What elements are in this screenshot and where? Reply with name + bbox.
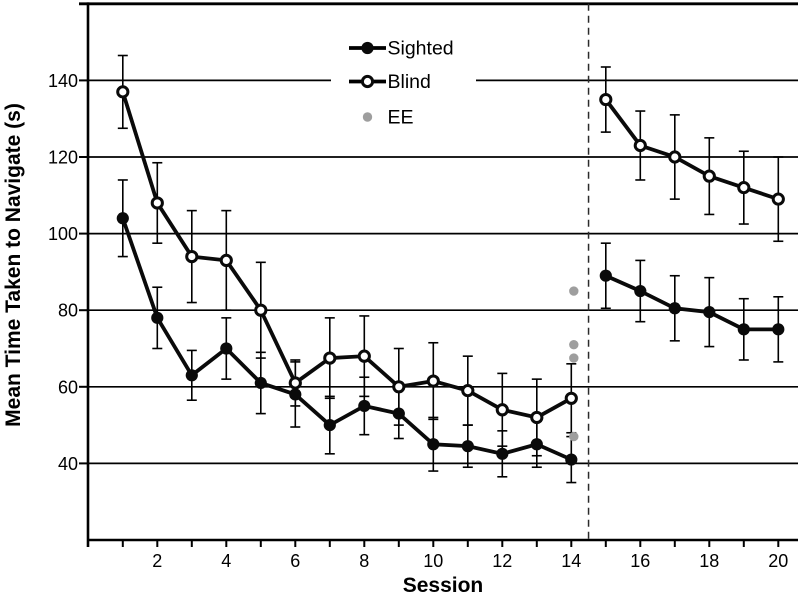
- legend: Sighted Blind EE: [331, 21, 476, 133]
- sighted-marker: [461, 440, 474, 453]
- ee-dot: [569, 353, 579, 363]
- series-markers-sighted: [116, 212, 785, 466]
- sighted-marker: [358, 399, 371, 413]
- x-tick-label: 12: [492, 551, 512, 571]
- sighted-marker: [599, 269, 612, 282]
- sighted-marker: [323, 419, 336, 432]
- x-tick-label: 2: [152, 551, 162, 571]
- blind-marker: [737, 181, 751, 195]
- blind-marker: [392, 380, 406, 394]
- blind-marker: [771, 192, 785, 206]
- blind-marker: [219, 253, 233, 268]
- blind-marker: [668, 150, 682, 164]
- sighted-marker: [427, 438, 440, 451]
- sighted-marker: [772, 323, 785, 336]
- sighted-marker: [737, 323, 750, 336]
- legend-open-circle-icon: [360, 74, 375, 89]
- blind-marker: [495, 403, 509, 417]
- blind-marker: [185, 249, 199, 264]
- ee-dot: [569, 286, 579, 296]
- blind-marker: [461, 384, 475, 398]
- legend-item-blind: Blind: [349, 71, 431, 93]
- blind-marker: [599, 92, 613, 107]
- tick-labels: 40 60 80 100 120 140 2 4 6 8 10 12 14 16 18 20: [48, 71, 788, 571]
- y-tick-label: 120: [48, 148, 78, 168]
- x-tick-label: 16: [630, 551, 650, 571]
- sighted-marker: [565, 453, 578, 466]
- sighted-marker: [634, 284, 647, 298]
- x-tick-label: 20: [768, 551, 788, 571]
- series-ee-dots: [569, 286, 579, 442]
- line-segment: [605, 273, 779, 332]
- blind-marker: [323, 351, 337, 365]
- gridlines: [88, 79, 798, 465]
- line-segment: [604, 98, 779, 201]
- series-line-blind: [120, 91, 779, 420]
- x-tick-label: 6: [290, 551, 300, 571]
- legend-item-sighted: Sighted: [349, 38, 454, 60]
- legend-label: EE: [388, 107, 414, 129]
- y-tick-label: 40: [58, 454, 78, 474]
- sighted-marker: [185, 369, 198, 382]
- legend-background: [331, 21, 476, 133]
- series-markers-blind: [116, 85, 785, 425]
- sighted-marker: [289, 388, 302, 401]
- blind-marker: [254, 303, 268, 317]
- sighted-marker: [703, 306, 716, 319]
- blind-marker: [564, 391, 578, 405]
- legend-label: Blind: [388, 71, 431, 93]
- sighted-marker: [496, 447, 509, 460]
- blind-marker: [702, 169, 716, 183]
- sighted-marker: [530, 438, 543, 451]
- x-tick-label: 10: [423, 551, 443, 571]
- sighted-marker: [668, 302, 681, 315]
- legend-label: Sighted: [388, 38, 454, 60]
- error-bars-sighted: [117, 179, 784, 484]
- blind-marker: [633, 138, 647, 153]
- x-tick-label: 18: [699, 551, 719, 571]
- sighted-marker: [116, 212, 129, 225]
- ee-dot: [569, 431, 579, 442]
- axes: [79, 2, 798, 547]
- y-tick-label: 80: [58, 301, 78, 321]
- x-tick-label: 4: [221, 551, 231, 571]
- chart-generated-layer: 40 60 80 100 120 140 2 4 6 8 10 12 14 16 18 20 Sighted Bl…: [48, 2, 798, 571]
- x-axis-title: Session: [403, 574, 484, 597]
- series-line-sighted: [121, 217, 779, 462]
- y-tick-label: 140: [48, 71, 78, 91]
- ee-dot: [569, 339, 579, 350]
- legend-filled-circle-icon: [361, 41, 374, 55]
- y-tick-label: 100: [48, 224, 78, 244]
- legend-item-ee: EE: [362, 107, 414, 129]
- sighted-marker: [254, 376, 267, 390]
- x-tick-label: 8: [359, 551, 369, 571]
- sighted-marker: [392, 407, 405, 420]
- y-axis-title: Mean Time Taken to Navigate (s): [2, 103, 25, 427]
- blind-marker: [530, 410, 544, 425]
- blind-marker: [426, 374, 440, 388]
- blind-marker: [288, 376, 302, 390]
- x-tick-label: 14: [561, 551, 581, 571]
- blind-marker: [357, 349, 371, 363]
- legend-gray-dot-icon: [362, 112, 373, 122]
- y-tick-label: 60: [58, 377, 78, 397]
- sighted-marker: [220, 342, 233, 355]
- sighted-marker: [151, 311, 164, 324]
- blind-marker: [150, 196, 164, 210]
- blind-marker: [116, 85, 130, 99]
